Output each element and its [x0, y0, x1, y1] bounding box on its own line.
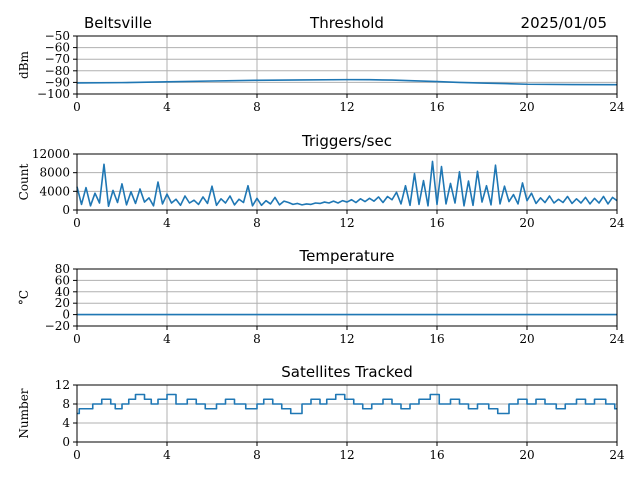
y-tick-label: 0 [62, 203, 70, 217]
x-tick-label: 24 [609, 216, 625, 230]
y-tick-label: −70 [45, 52, 70, 66]
series-line [77, 393, 617, 415]
y-tick-label: −50 [45, 29, 70, 43]
y-tick-label: 40 [55, 285, 70, 299]
x-tick-label: 24 [609, 332, 625, 346]
x-tick-label: 16 [429, 448, 444, 462]
chart-panel-2: 0 4 8 12 16 20 24 0 4000 8000 12000 Triggers/sec Cou… [17, 132, 625, 230]
y-axis-label: °C [17, 290, 31, 305]
y-axis-label: Count [17, 163, 31, 200]
y-tick-label: 60 [55, 273, 70, 287]
x-tick-label: 4 [163, 448, 171, 462]
x-tick-label: 20 [519, 332, 534, 346]
x-tick-label: 20 [519, 448, 534, 462]
x-tick-label: 16 [429, 216, 444, 230]
chart-panel-1: 0 4 8 12 16 20 24 −100−90−80−70−60−50 Threshold d… [17, 14, 625, 114]
x-tick-label: 8 [253, 216, 261, 230]
y-tick-label: 0 [62, 435, 70, 449]
y-tick-label: −80 [45, 64, 70, 78]
chart-panel-4: 0 4 8 12 16 20 24 0 4 8 12 Satellites Tracked Number [17, 363, 625, 462]
x-tick-label: 24 [609, 448, 625, 462]
y-tick-label: −20 [45, 319, 70, 333]
x-tick-label: 12 [339, 100, 354, 114]
chart-title: Triggers/sec [301, 132, 392, 150]
y-tick-label: 8 [62, 397, 70, 411]
series-line [76, 160, 618, 208]
y-tick-label: −100 [37, 87, 70, 101]
chart-title: Temperature [298, 247, 394, 265]
y-tick-label: −90 [45, 75, 70, 89]
y-tick-label: 12000 [32, 147, 70, 161]
series-line [76, 78, 618, 86]
chart-title: Threshold [309, 14, 384, 32]
y-tick-label: 8000 [39, 166, 70, 180]
x-tick-label: 0 [73, 448, 81, 462]
x-tick-label: 16 [429, 332, 444, 346]
y-tick-label: 12 [55, 378, 70, 392]
x-tick-label: 20 [519, 100, 534, 114]
x-tick-label: 0 [73, 100, 81, 114]
x-tick-label: 12 [339, 332, 354, 346]
y-tick-label: 20 [55, 296, 70, 310]
x-tick-label: 8 [253, 100, 261, 114]
x-tick-label: 24 [609, 100, 625, 114]
x-tick-label: 12 [339, 216, 354, 230]
y-tick-label: 4000 [39, 184, 70, 198]
x-tick-label: 0 [73, 332, 81, 346]
x-tick-label: 4 [163, 100, 171, 114]
x-tick-label: 4 [163, 332, 171, 346]
y-tick-label: 80 [55, 262, 70, 276]
y-tick-label: 4 [62, 416, 70, 430]
y-tick-label: 0 [62, 308, 70, 322]
x-tick-label: 16 [429, 100, 444, 114]
y-axis-label: Number [17, 388, 31, 438]
x-tick-label: 8 [253, 332, 261, 346]
date-label: 2025/01/05 [521, 14, 607, 32]
y-axis-label: dBm [17, 50, 31, 79]
x-tick-label: 8 [253, 448, 261, 462]
x-tick-label: 4 [163, 216, 171, 230]
location-label: Beltsville [84, 14, 152, 32]
x-tick-label: 12 [339, 448, 354, 462]
chart-title: Satellites Tracked [281, 363, 412, 381]
x-tick-label: 0 [73, 216, 81, 230]
y-tick-label: −60 [45, 41, 70, 55]
x-tick-label: 20 [519, 216, 534, 230]
